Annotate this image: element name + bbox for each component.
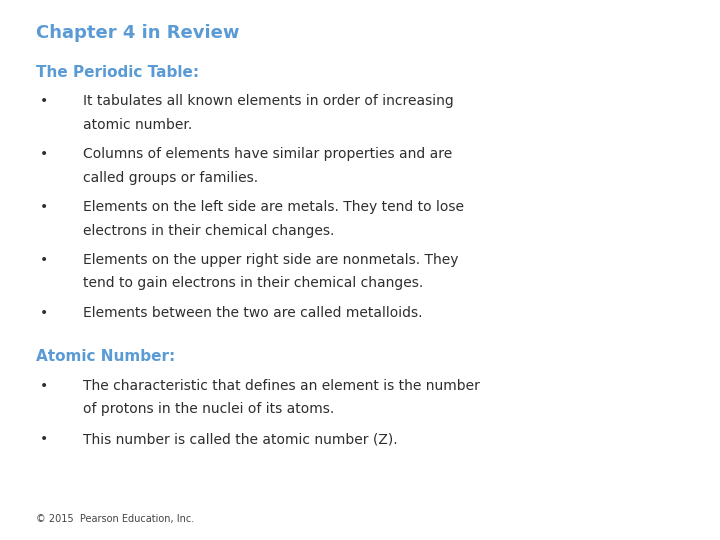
Text: atomic number.: atomic number. — [83, 118, 192, 132]
Text: The characteristic that defines an element is the number: The characteristic that defines an eleme… — [83, 379, 480, 393]
Text: tend to gain electrons in their chemical changes.: tend to gain electrons in their chemical… — [83, 276, 423, 291]
Text: •: • — [40, 379, 48, 393]
Text: © 2015  Pearson Education, Inc.: © 2015 Pearson Education, Inc. — [36, 514, 194, 524]
Text: •: • — [40, 147, 48, 161]
Text: called groups or families.: called groups or families. — [83, 171, 258, 185]
Text: The Periodic Table:: The Periodic Table: — [36, 65, 199, 80]
Text: Elements on the left side are metals. They tend to lose: Elements on the left side are metals. Th… — [83, 200, 464, 214]
Text: Elements on the upper right side are nonmetals. They: Elements on the upper right side are non… — [83, 253, 459, 267]
Text: Chapter 4 in Review: Chapter 4 in Review — [36, 24, 240, 42]
Text: of protons in the nuclei of its atoms.: of protons in the nuclei of its atoms. — [83, 402, 334, 416]
Text: •: • — [40, 94, 48, 109]
Text: •: • — [40, 200, 48, 214]
Text: This number is called the atomic number (Z).: This number is called the atomic number … — [83, 432, 397, 446]
Text: •: • — [40, 432, 48, 446]
Text: Atomic Number:: Atomic Number: — [36, 349, 175, 364]
Text: •: • — [40, 306, 48, 320]
Text: •: • — [40, 253, 48, 267]
Text: Columns of elements have similar properties and are: Columns of elements have similar propert… — [83, 147, 452, 161]
Text: electrons in their chemical changes.: electrons in their chemical changes. — [83, 224, 334, 238]
Text: It tabulates all known elements in order of increasing: It tabulates all known elements in order… — [83, 94, 454, 109]
Text: Elements between the two are called metalloids.: Elements between the two are called meta… — [83, 306, 423, 320]
